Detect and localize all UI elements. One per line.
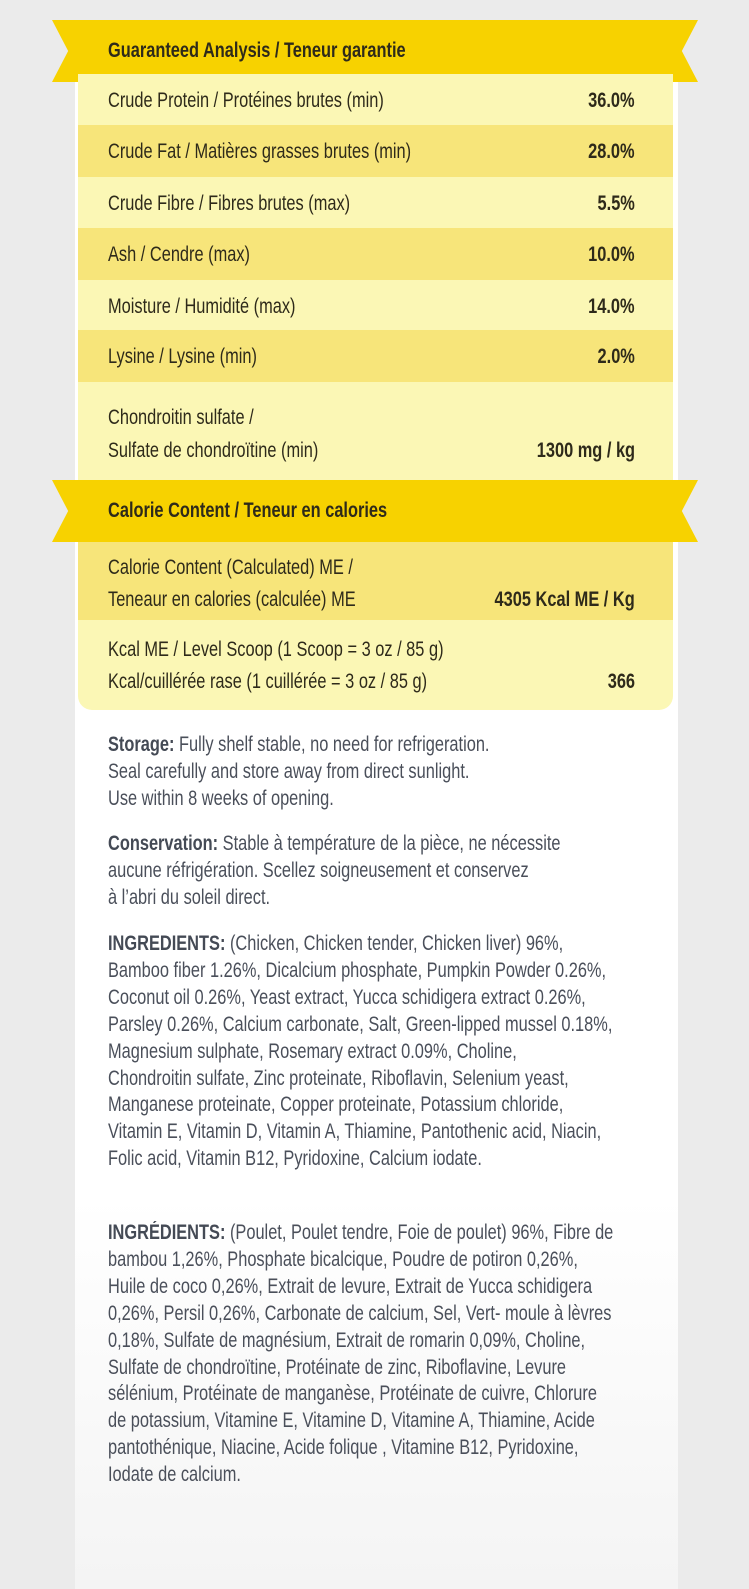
line-text: Stable à température de la pièce, ne néc…	[218, 832, 561, 855]
row-label: Crude Protein / Protéines brutes (min)	[108, 89, 384, 112]
row-label: Kcal/cuillérée rase (1 cuillérée = 3 oz …	[108, 670, 428, 693]
row-value: 4305 Kcal ME / Kg	[494, 588, 635, 611]
text-line: INGREDIENTS: (Chicken, Chicken tender, C…	[108, 931, 612, 958]
row-label: Crude Fat / Matières grasses brutes (min…	[108, 140, 412, 163]
row-label: Moisture / Humidité (max)	[108, 295, 296, 318]
paragraph-label: INGREDIENTS:	[108, 932, 226, 955]
analysis-row: Lysine / Lysine (min) 2.0%	[78, 330, 673, 382]
text-line: à l’abri du soleil direct.	[108, 885, 271, 909]
analysis-row: Moisture / Humidité (max) 14.0%	[78, 280, 673, 330]
analysis-row: Chondroitin sulfate / Sulfate de chondroï…	[78, 382, 673, 480]
text-line: pantothénique, Niacine, Acide folique , …	[108, 1436, 579, 1460]
text-line: Seal carefully and store away from direc…	[108, 759, 470, 783]
text-line: Bamboo fiber 1.26%, Dicalcium phosphate,…	[108, 958, 607, 982]
row-label: Ash / Cendre (max)	[108, 243, 251, 266]
text-line: sélénium, Protéinate de manganèse, Proté…	[108, 1382, 597, 1406]
text-line: Magnesium sulphate, Rosemary extract 0.0…	[108, 1039, 517, 1063]
calorie-row: Calorie Content (Calculated) ME / Teneau…	[78, 542, 673, 620]
row-value: 5.5%	[597, 192, 635, 215]
ingredients-en-paragraph: INGREDIENTS: (Chicken, Chicken tender, C…	[108, 931, 749, 1173]
analysis-row: Crude Protein / Protéines brutes (min) 36…	[78, 74, 673, 125]
text-line: de potassium, Vitamine E, Vitamine D, Vi…	[108, 1409, 595, 1433]
text-line: 0,18%, Sulfate de magnésium, Extrait de …	[108, 1328, 586, 1352]
row-label: Teneaur en calories (calculée) ME	[108, 588, 356, 611]
text-line: 0,26%, Persil 0,26%, Carbonate de calciu…	[108, 1301, 612, 1325]
conservation-paragraph: Conservation: Stable à température de la…	[108, 831, 688, 912]
text-line: Folic acid, Vitamin B12, Pyridoxine, Cal…	[108, 1147, 482, 1171]
row-value: 10.0%	[588, 243, 635, 266]
row-label: Chondroitin sulfate /	[108, 406, 254, 429]
guaranteed-analysis-banner: Guaranteed Analysis / Teneur garantie	[52, 20, 698, 82]
text-line: INGRÉDIENTS: (Poulet, Poulet tendre, Foi…	[108, 1220, 613, 1247]
text-line: bambou 1,26%, Phosphate bicalcique, Poud…	[108, 1247, 578, 1271]
ingredients-fr-paragraph: INGRÉDIENTS: (Poulet, Poulet tendre, Foi…	[108, 1220, 749, 1489]
row-label: Crude Fibre / Fibres brutes (max)	[108, 192, 351, 215]
row-value: 1300 mg / kg	[536, 439, 635, 462]
row-value: 36.0%	[588, 89, 635, 112]
text-line: Use within 8 weeks of opening.	[108, 786, 334, 810]
section-title: Calorie Content / Teneur en calories	[108, 499, 388, 522]
row-value: 28.0%	[588, 140, 635, 163]
storage-paragraph: Storage: Fully shelf stable, no need for…	[108, 732, 597, 813]
row-value: 14.0%	[588, 295, 635, 318]
text-line: Parsley 0.26%, Calcium carbonate, Salt, …	[108, 1012, 613, 1036]
section-title: Guaranteed Analysis / Teneur garantie	[108, 39, 406, 62]
line-text: Fully shelf stable, no need for refriger…	[174, 733, 490, 756]
analysis-row: Crude Fat / Matières grasses brutes (min…	[78, 125, 673, 177]
line-text: (Poulet, Poulet tendre, Foie de poulet) …	[225, 1221, 614, 1244]
text-line: Coconut oil 0.26%, Yeast extract, Yucca …	[108, 985, 586, 1009]
row-value: 366	[607, 670, 635, 693]
calorie-content-banner: Calorie Content / Teneur en calories	[52, 480, 698, 542]
analysis-row: Ash / Cendre (max) 10.0%	[78, 228, 673, 280]
text-line: Huile de coco 0,26%, Extrait de levure, …	[108, 1274, 593, 1298]
text-line: aucune réfrigération. Scellez soigneusem…	[108, 858, 529, 882]
line-text: (Chicken, Chicken tender, Chicken liver)…	[225, 932, 564, 955]
paragraph-label: INGRÉDIENTS:	[108, 1221, 226, 1244]
paragraph-label: Conservation:	[108, 832, 219, 855]
text-line: Manganese proteinate, Copper proteinate,…	[108, 1093, 564, 1117]
calorie-row: Kcal ME / Level Scoop (1 Scoop = 3 oz / …	[78, 620, 673, 710]
row-label: Calorie Content (Calculated) ME /	[108, 556, 353, 579]
paragraph-label: Storage:	[108, 733, 175, 756]
row-label: Lysine / Lysine (min)	[108, 345, 257, 368]
text-line: Iodate de calcium.	[108, 1463, 241, 1487]
row-label: Sulfate de chondroïtine (min)	[108, 439, 319, 462]
text-line: Vitamin E, Vitamin D, Vitamin A, Thiamin…	[108, 1120, 602, 1144]
analysis-row: Crude Fibre / Fibres brutes (max) 5.5%	[78, 177, 673, 228]
text-line: Sulfate de chondroïtine, Protéinate de z…	[108, 1355, 567, 1379]
text-line: Storage: Fully shelf stable, no need for…	[108, 732, 489, 759]
text-line: Conservation: Stable à température de la…	[108, 831, 561, 858]
row-value: 2.0%	[597, 345, 635, 368]
row-label: Kcal ME / Level Scoop (1 Scoop = 3 oz / …	[108, 638, 444, 661]
text-line: Chondroitin sulfate, Zinc proteinate, Ri…	[108, 1066, 569, 1090]
